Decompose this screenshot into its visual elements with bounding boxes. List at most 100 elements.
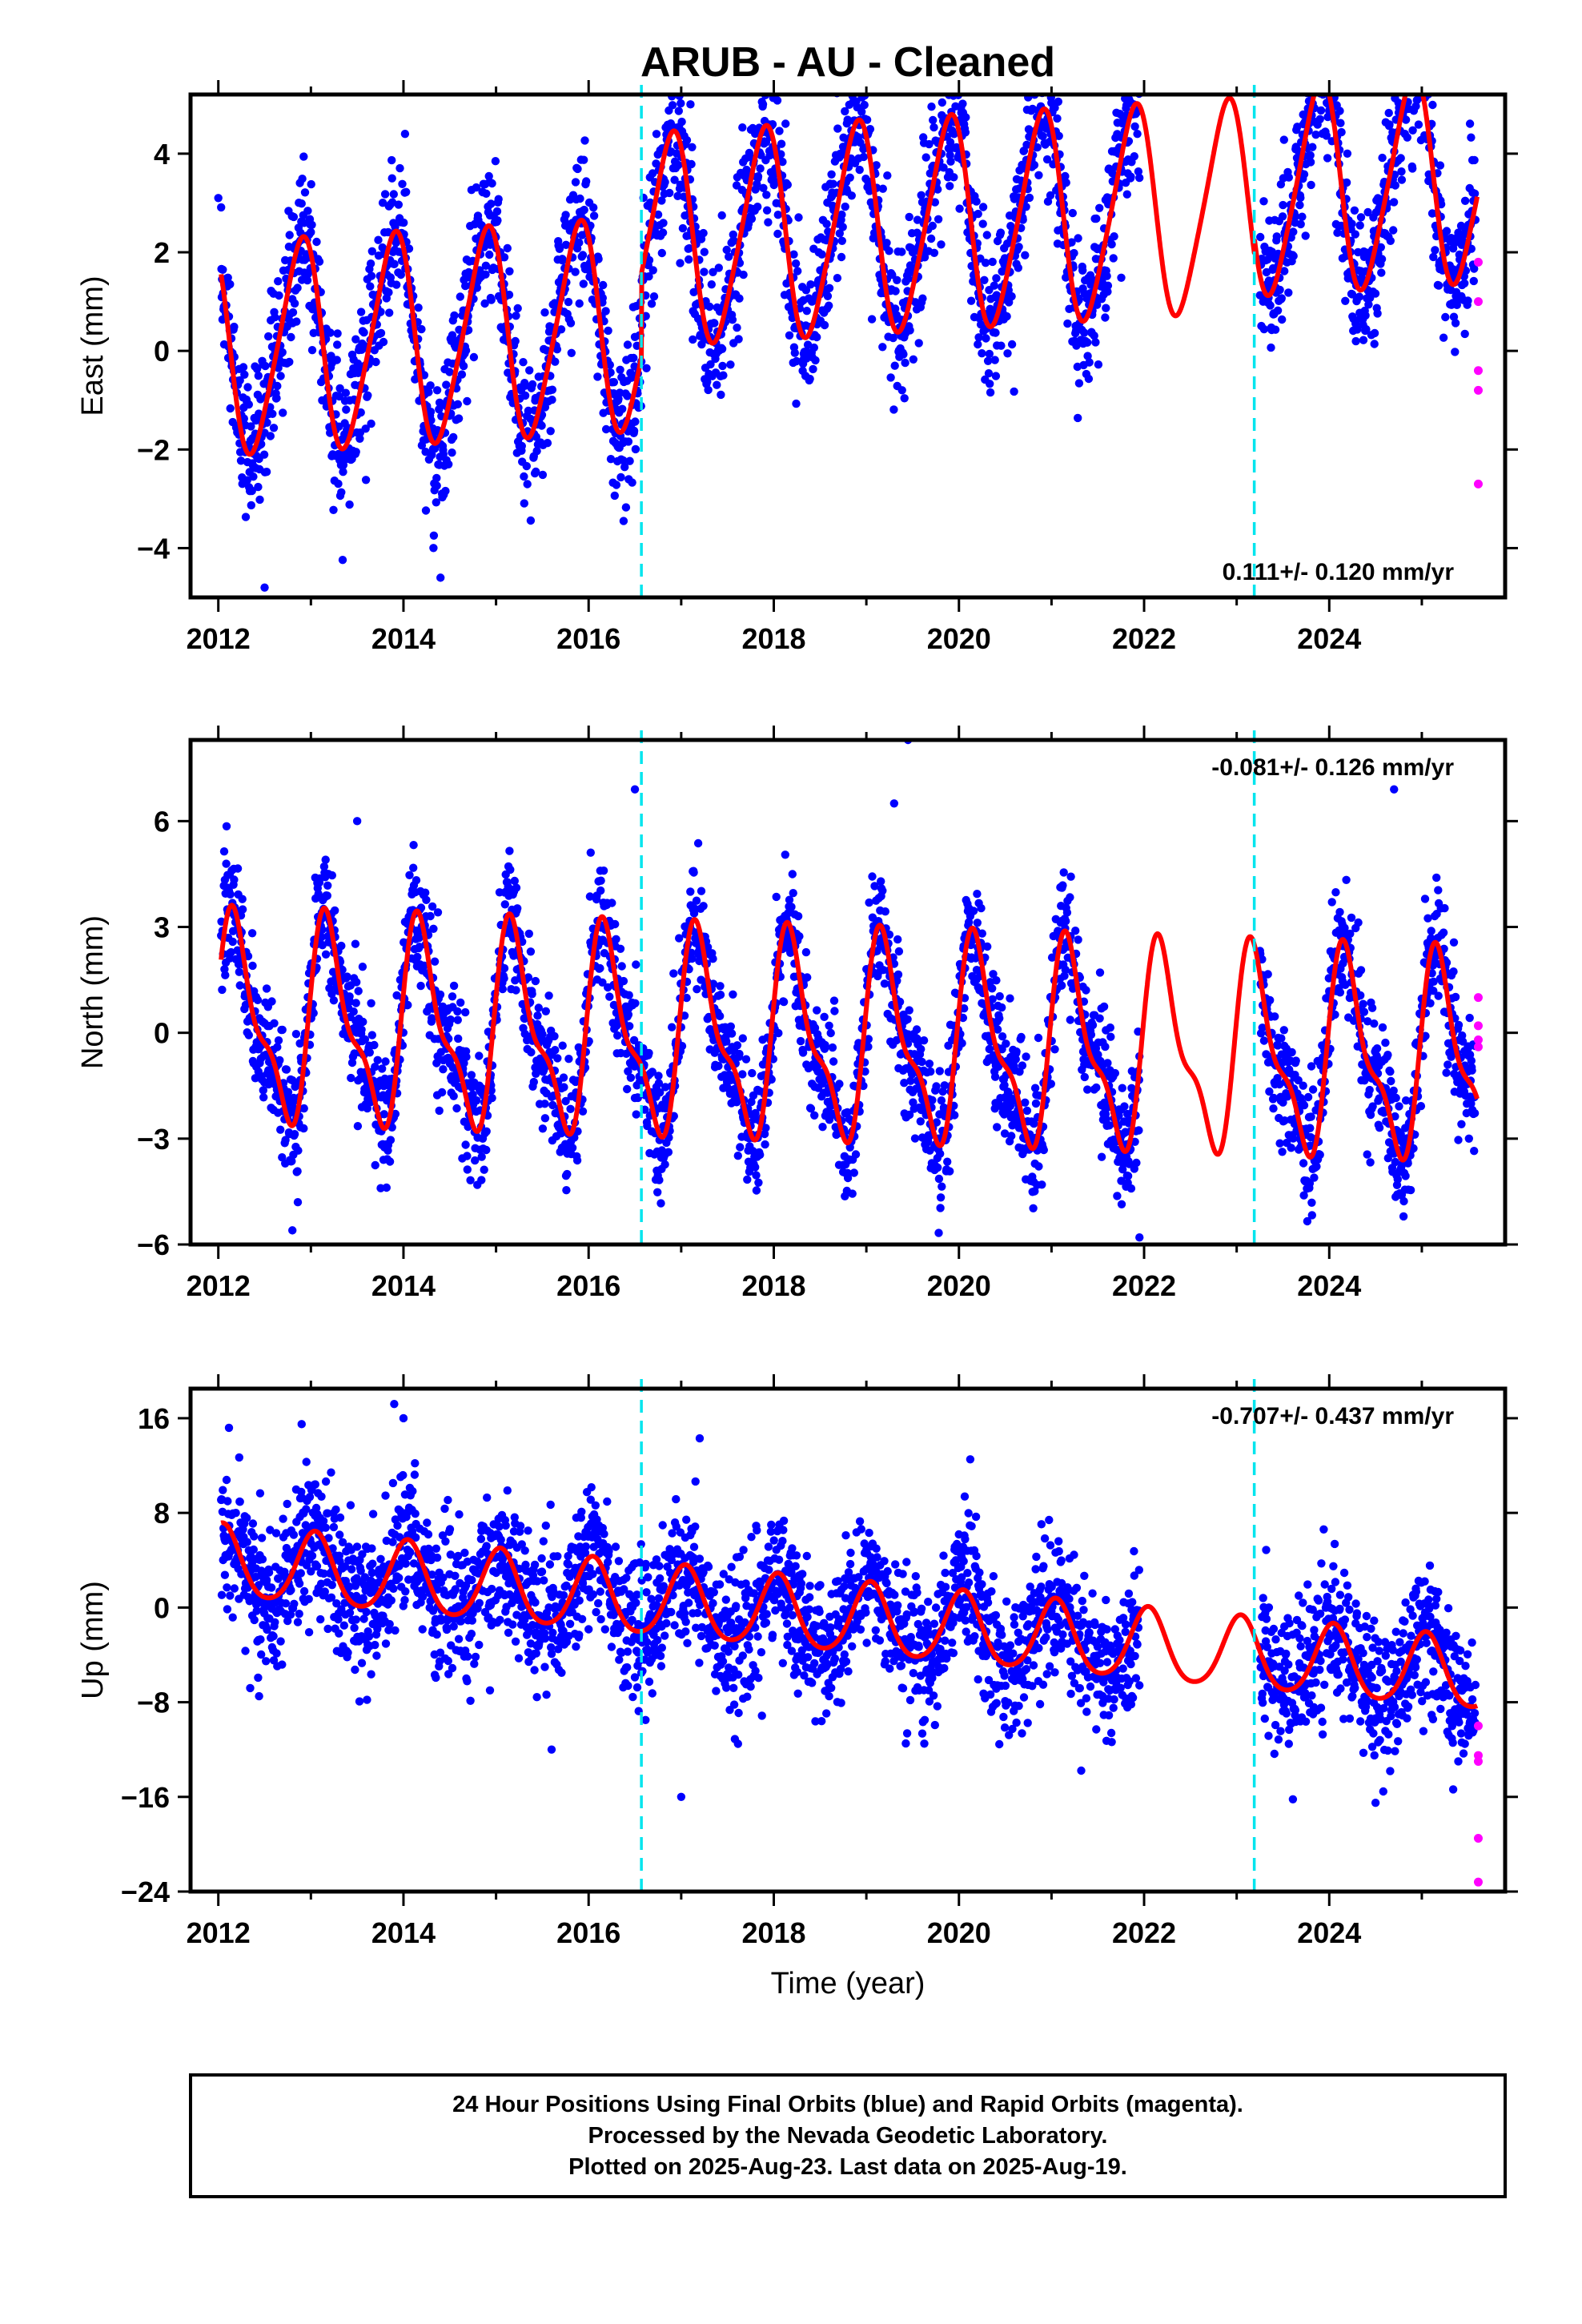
data-point <box>878 343 887 352</box>
data-point <box>648 266 657 275</box>
data-point <box>1010 387 1018 396</box>
data-point <box>380 190 390 199</box>
data-point <box>764 218 773 227</box>
data-point <box>868 872 877 881</box>
data-point <box>449 1092 458 1100</box>
data-point <box>463 396 472 406</box>
data-point <box>678 223 688 233</box>
data-point <box>448 448 456 457</box>
data-point <box>226 890 235 899</box>
data-point <box>339 468 347 476</box>
data-point <box>567 348 576 357</box>
data-point <box>893 275 901 284</box>
data-point <box>288 308 298 317</box>
data-point <box>1094 360 1103 369</box>
data-point <box>575 299 584 308</box>
data-point <box>699 902 708 911</box>
data-point <box>247 422 255 431</box>
data-point <box>354 987 363 995</box>
data-point <box>566 319 576 328</box>
data-point <box>833 274 842 283</box>
data-point <box>298 175 307 183</box>
data-point <box>1384 108 1393 118</box>
data-point <box>268 409 277 418</box>
data-point <box>374 235 383 244</box>
data-point <box>1103 281 1113 290</box>
data-point <box>793 911 803 921</box>
data-point <box>1068 208 1078 218</box>
data-point <box>294 1146 303 1155</box>
x-tick-label: 2016 <box>556 622 620 655</box>
data-point <box>264 332 273 341</box>
data-point <box>247 501 255 510</box>
data-point <box>934 215 943 223</box>
data-point <box>900 394 909 403</box>
data-point <box>1351 230 1360 239</box>
data-point <box>396 163 404 173</box>
data-point <box>345 500 354 509</box>
data-point <box>969 907 978 915</box>
data-point <box>221 971 230 979</box>
data-point <box>829 1057 838 1066</box>
data-point <box>477 1176 486 1184</box>
data-point <box>1107 239 1116 249</box>
data-point <box>644 272 653 281</box>
data-point <box>1110 232 1118 241</box>
data-point <box>241 513 251 521</box>
data-point <box>748 1068 757 1078</box>
data-point <box>668 101 677 110</box>
data-point <box>1391 181 1400 190</box>
data-point <box>236 456 246 465</box>
data-point <box>631 417 640 426</box>
data-point <box>342 405 351 414</box>
data-point <box>389 190 398 199</box>
data-point <box>1083 338 1092 347</box>
data-point <box>991 372 1001 380</box>
data-point <box>938 98 947 107</box>
data-point <box>835 229 845 238</box>
data-point <box>707 280 716 289</box>
data-point <box>1403 133 1412 142</box>
data-point <box>1371 289 1380 298</box>
data-point <box>927 103 936 111</box>
data-point <box>494 195 503 203</box>
data-point <box>632 1110 640 1119</box>
data-point <box>644 255 654 265</box>
data-point <box>1308 143 1317 151</box>
data-point <box>400 218 408 227</box>
data-point <box>928 221 938 231</box>
data-point <box>847 191 857 200</box>
data-point <box>605 360 614 369</box>
data-point <box>444 460 453 468</box>
data-point <box>540 308 549 317</box>
data-point <box>751 1163 760 1172</box>
data-point <box>1295 200 1304 210</box>
data-point <box>716 982 725 991</box>
data-point <box>566 1104 575 1114</box>
data-point <box>726 360 735 369</box>
data-point <box>893 970 903 979</box>
data-point <box>659 219 668 227</box>
data-point <box>485 250 494 259</box>
data-point <box>905 212 913 222</box>
data-point <box>426 408 436 416</box>
data-point <box>943 1157 952 1166</box>
data-point <box>736 1143 745 1152</box>
data-point <box>553 1054 562 1063</box>
data-point <box>520 472 528 481</box>
data-point <box>272 394 281 403</box>
data-point <box>449 432 458 442</box>
data-point <box>714 1061 723 1071</box>
data-point <box>1091 338 1100 347</box>
data-point <box>983 942 992 951</box>
data-point <box>961 128 970 137</box>
data-point <box>735 1049 744 1059</box>
x-tick-label: 2018 <box>741 622 805 655</box>
data-point <box>370 1040 379 1050</box>
data-point <box>838 223 847 231</box>
data-point <box>449 981 459 991</box>
data-point <box>1084 374 1094 384</box>
data-point <box>226 404 235 413</box>
data-point <box>693 838 703 848</box>
data-point <box>367 1031 376 1039</box>
